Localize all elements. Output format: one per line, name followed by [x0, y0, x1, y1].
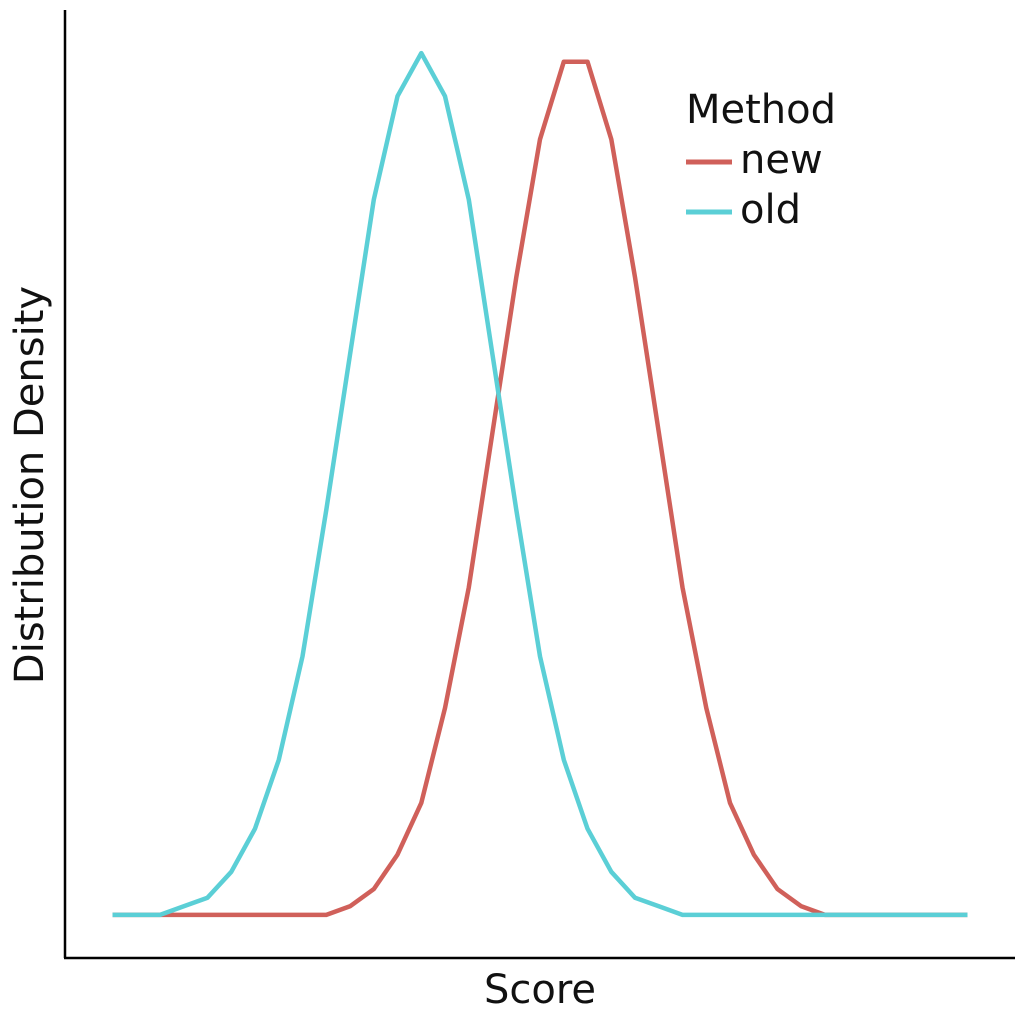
legend-title: Method [686, 87, 836, 133]
x-axis-label: Score [484, 967, 596, 1013]
y-axis-label: Distribution Density [7, 286, 53, 684]
line-series [112, 59, 968, 918]
line-series [112, 50, 968, 918]
legend-label: new [740, 137, 823, 183]
legend-label: old [740, 187, 801, 233]
